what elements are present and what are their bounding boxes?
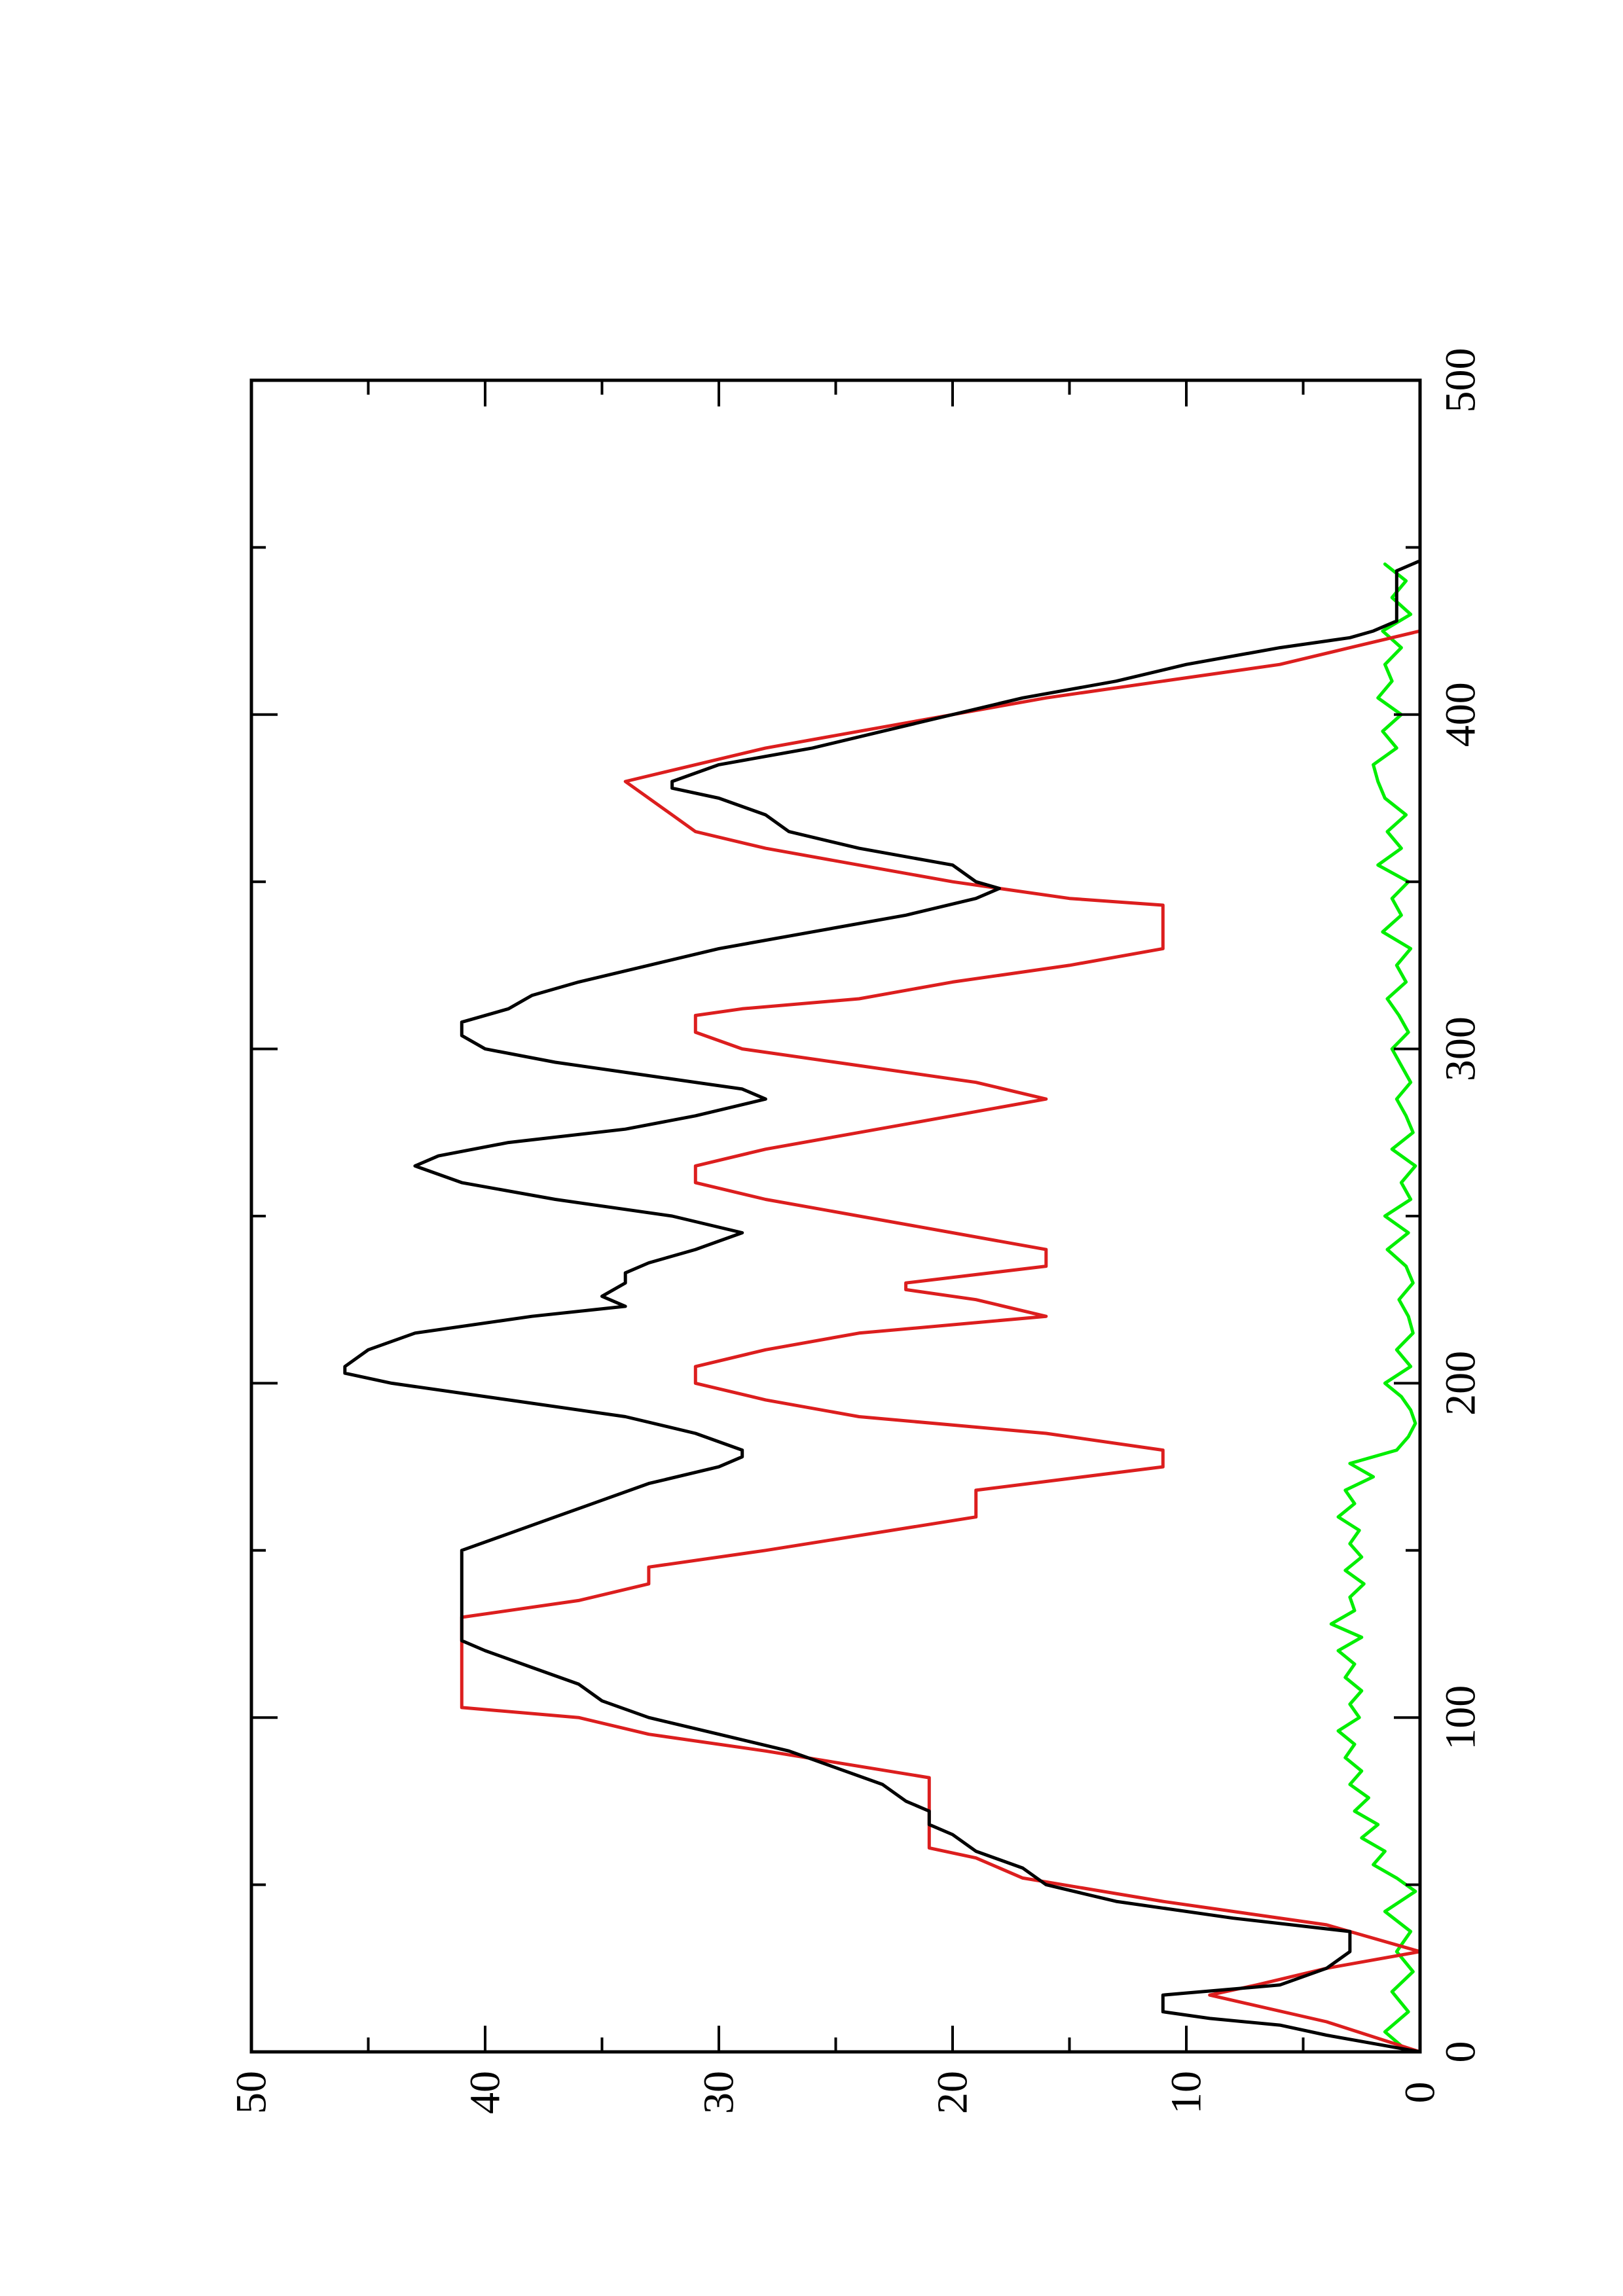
series-line-0 — [343, 545, 1422, 2054]
x-tick-label: 0 — [1437, 2041, 1485, 2063]
y-tick-label: 0 — [1396, 2082, 1444, 2104]
y-tick-label: 10 — [1163, 2071, 1211, 2114]
ticks-layer — [250, 379, 1421, 2053]
x-tick-label: 100 — [1437, 1685, 1485, 1750]
plot-frame — [249, 378, 1422, 2054]
x-tick-label: 400 — [1437, 682, 1485, 747]
series-line-2 — [1329, 562, 1417, 2054]
y-tick-label: 50 — [228, 2071, 276, 2114]
series-line-1 — [460, 629, 1422, 2054]
y-tick-label: 40 — [462, 2071, 509, 2114]
y-tick-label: 30 — [695, 2071, 743, 2114]
x-tick-label: 200 — [1437, 1351, 1485, 1416]
x-tick-label: 300 — [1437, 1016, 1485, 1081]
x-tick-label: 500 — [1437, 348, 1485, 413]
labels-layer: 0 100 200 300 400 500 0 10 20 30 40 50 — [228, 348, 1485, 2115]
series-layer — [343, 545, 1422, 2054]
y-tick-label: 20 — [929, 2071, 977, 2114]
